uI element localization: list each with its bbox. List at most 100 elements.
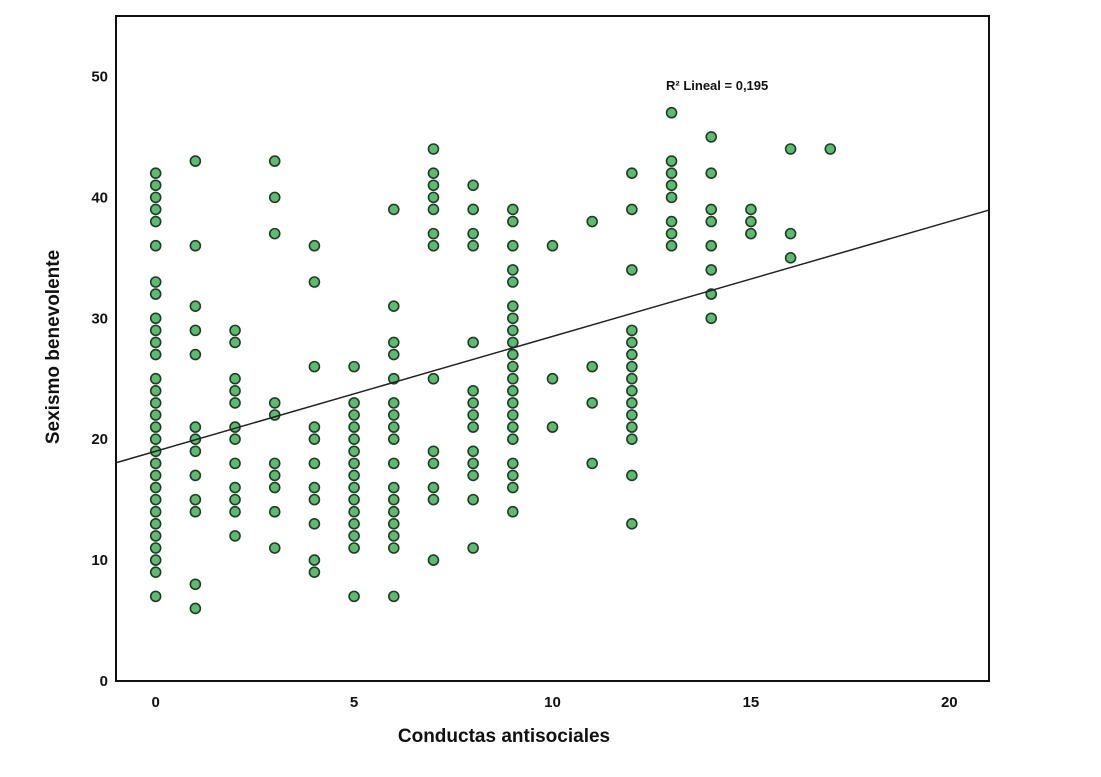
- data-point: [189, 578, 202, 591]
- data-point: [467, 203, 479, 216]
- data-point: [189, 348, 202, 361]
- data-point: [467, 493, 479, 506]
- data-point: [268, 397, 281, 409]
- data-point: [348, 469, 360, 482]
- data-point: [507, 385, 519, 397]
- data-point: [387, 348, 400, 361]
- data-point: [467, 239, 479, 252]
- data-point: [427, 143, 440, 155]
- data-point: [308, 554, 321, 566]
- data-point: [387, 300, 400, 312]
- data-point: [229, 385, 241, 397]
- y-tick-label: 30: [91, 310, 108, 327]
- data-point: [308, 239, 321, 252]
- data-point: [507, 312, 519, 325]
- data-point: [507, 324, 519, 337]
- data-point: [189, 300, 202, 312]
- data-point: [586, 215, 598, 228]
- data-point: [149, 554, 162, 566]
- data-point: [348, 433, 360, 445]
- y-tick-label: 20: [91, 431, 108, 448]
- data-point: [149, 481, 162, 494]
- data-point: [189, 421, 202, 433]
- data-point: [626, 372, 638, 385]
- data-point: [665, 167, 678, 179]
- data-point: [824, 143, 837, 155]
- data-point: [348, 505, 360, 518]
- data-point: [149, 421, 162, 433]
- data-point: [507, 360, 519, 373]
- data-point: [268, 505, 281, 518]
- data-point: [348, 409, 360, 421]
- x-axis-title: Conductas antisociales: [398, 726, 610, 747]
- data-point: [665, 179, 678, 192]
- data-point: [467, 409, 479, 421]
- data-point: [229, 457, 241, 470]
- data-point: [507, 264, 519, 276]
- data-point: [427, 227, 440, 240]
- data-point: [189, 239, 202, 252]
- data-point: [507, 215, 519, 228]
- data-point: [189, 602, 202, 615]
- x-tick-label: 10: [544, 694, 561, 711]
- data-point: [427, 203, 440, 216]
- data-point: [149, 348, 162, 361]
- data-point: [507, 397, 519, 409]
- data-point: [427, 481, 440, 494]
- data-point: [467, 421, 479, 433]
- data-point: [229, 336, 241, 349]
- data-point: [308, 493, 321, 506]
- data-point: [507, 300, 519, 312]
- data-point: [705, 215, 718, 228]
- data-point: [626, 433, 638, 445]
- data-point: [507, 372, 519, 385]
- data-point: [626, 203, 638, 216]
- data-point: [387, 203, 400, 216]
- data-point: [626, 469, 638, 482]
- data-point: [348, 590, 360, 603]
- data-point: [149, 397, 162, 409]
- x-tick-label: 5: [350, 694, 358, 711]
- data-point: [387, 421, 400, 433]
- data-point: [348, 445, 360, 458]
- data-point: [348, 421, 360, 433]
- y-tick-label: 0: [100, 673, 108, 690]
- y-tick-label: 10: [91, 552, 108, 569]
- data-point: [507, 457, 519, 470]
- data-point: [189, 493, 202, 506]
- data-point: [705, 167, 718, 179]
- data-point: [308, 566, 321, 578]
- data-point: [665, 191, 678, 204]
- data-point: [308, 481, 321, 494]
- data-point: [149, 336, 162, 349]
- data-point: [626, 348, 638, 361]
- data-point: [705, 239, 718, 252]
- data-point: [467, 227, 479, 240]
- data-point: [308, 433, 321, 445]
- data-point: [308, 457, 321, 470]
- data-point: [149, 288, 162, 300]
- data-point: [507, 469, 519, 482]
- data-point: [149, 518, 162, 530]
- data-point: [229, 481, 241, 494]
- data-point: [149, 239, 162, 252]
- data-point: [387, 409, 400, 421]
- data-point: [745, 215, 757, 228]
- data-point: [467, 542, 479, 554]
- data-point: [467, 457, 479, 470]
- data-point: [149, 493, 162, 506]
- data-point: [149, 276, 162, 288]
- data-point: [149, 191, 162, 204]
- data-point: [387, 397, 400, 409]
- data-point: [387, 530, 400, 542]
- data-point: [427, 493, 440, 506]
- data-point: [149, 505, 162, 518]
- data-point: [586, 360, 598, 373]
- r-squared-annotation: R² Lineal = 0,195: [666, 78, 768, 93]
- y-tick-label: 40: [91, 189, 108, 206]
- data-point: [705, 131, 718, 143]
- data-point: [348, 397, 360, 409]
- data-point: [149, 179, 162, 192]
- data-point: [784, 143, 797, 155]
